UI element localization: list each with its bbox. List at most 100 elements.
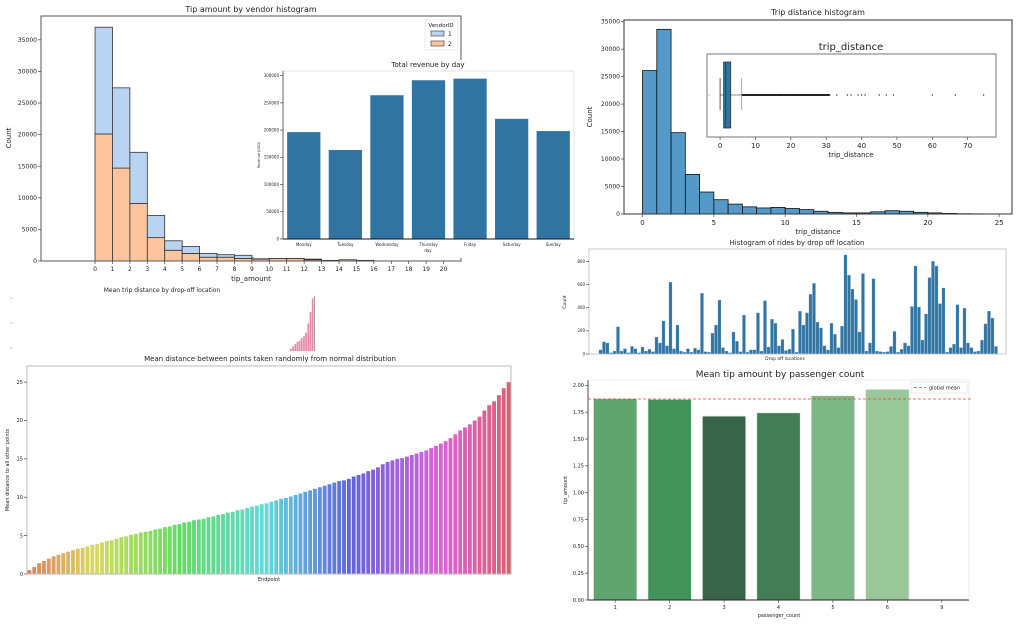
outlier-point [864, 94, 866, 96]
histogram-bar [868, 342, 872, 355]
histogram-bar-vendor-2 [112, 167, 131, 262]
bar [129, 534, 133, 574]
x-tick-label: 6 [198, 266, 202, 273]
outlier-point [954, 94, 957, 96]
outlier-point [811, 94, 813, 96]
x-tick-label: 12 [300, 266, 308, 273]
bar [148, 531, 153, 574]
histogram-bar [952, 344, 956, 355]
histogram-bar-vendor-1 [234, 254, 253, 259]
y-tick-label: 15000 [18, 163, 37, 170]
bar [492, 401, 496, 574]
histogram-bar [647, 349, 652, 355]
y-axis-label: Count [586, 106, 594, 127]
bar [419, 451, 424, 574]
x-tick-label: 20 [786, 142, 795, 150]
outlier-point [742, 94, 744, 96]
bar [477, 416, 482, 574]
x-tick-label: Wednesday [375, 242, 399, 247]
outlier-point [761, 94, 764, 96]
bar [114, 538, 119, 574]
x-tick-label: 10 [751, 142, 760, 150]
histogram-bar [892, 331, 897, 355]
chart-title: Mean tip amount by passenger count [696, 370, 865, 380]
bar [290, 348, 292, 351]
bar [327, 484, 332, 574]
dropoff-location-histogram: 0 200 400 600 800 Histogram of rides by drop … [562, 239, 1007, 362]
histogram-bar-vendor-2 [181, 253, 200, 262]
histogram-bar [847, 275, 851, 355]
histogram-bar [801, 324, 806, 355]
bar [211, 516, 216, 574]
histogram-bar [670, 132, 686, 215]
bar [124, 536, 129, 574]
x-tick-label: 17 [387, 266, 395, 273]
chart-title: Total revenue by day [390, 61, 464, 69]
legend-swatch [430, 40, 445, 47]
bar [322, 485, 327, 574]
bar [443, 441, 448, 574]
y-tick-label: 100000 [264, 182, 280, 187]
bar [303, 336, 305, 351]
histogram-bar [861, 273, 865, 355]
histogram-bar [661, 320, 666, 355]
histogram-bar-vendor-1 [94, 26, 113, 135]
x-axis-label: day [424, 248, 432, 253]
x-tick-label: 13 [318, 266, 326, 273]
histogram-bar [903, 342, 907, 355]
histogram-bar-vendor-2 [94, 133, 113, 262]
x-tick-label: 18 [405, 266, 413, 273]
bar-passenger-1 [593, 398, 638, 601]
outlier-point [783, 94, 785, 96]
x-tick-label: 15 [852, 219, 861, 227]
chart-title: Mean trip distance by drop-off location [104, 287, 221, 294]
bar [284, 498, 288, 574]
x-tick-label: 10 [781, 219, 790, 227]
histogram-bar [805, 312, 809, 355]
histogram-bar [899, 349, 904, 355]
x-tick-label: 2 [128, 266, 132, 273]
histogram-bar [920, 339, 925, 355]
histogram-bar [717, 300, 722, 355]
bar [104, 540, 109, 574]
outlier-point [885, 94, 888, 96]
bar [95, 544, 100, 574]
x-tick-label: 10 [265, 266, 273, 273]
bar [395, 458, 400, 574]
histogram-bar [948, 347, 953, 355]
histogram-bar [616, 326, 620, 355]
bar-passenger-2 [647, 398, 692, 601]
bar [42, 560, 46, 574]
x-axis-label: tip_amount [231, 275, 271, 283]
bar [429, 448, 434, 574]
bar [313, 488, 317, 574]
histogram-bar-vendor-1 [199, 253, 218, 258]
bar [269, 501, 274, 574]
bar [235, 510, 240, 574]
x-tick-label: 40 [857, 142, 866, 150]
bar [390, 460, 395, 574]
histogram-bar [675, 324, 680, 355]
bar [163, 527, 167, 574]
histogram-bar [836, 347, 841, 355]
bar-saturday [495, 118, 529, 239]
x-tick-label: 14 [335, 266, 343, 273]
histogram-bar [713, 199, 729, 215]
histogram-bar [850, 289, 855, 355]
box [723, 61, 732, 129]
x-tick-label: 0 [718, 142, 722, 150]
x-tick-label: 1 [111, 266, 115, 273]
trip-distance-boxplot: 0 10 20 30 40 50 60 70 trip_distance trip_distanc… [699, 36, 1001, 161]
bar [317, 487, 322, 574]
legend-label: 2 [448, 41, 452, 48]
histogram-bar [871, 278, 876, 355]
bar [307, 323, 310, 351]
bar [506, 382, 511, 574]
histogram-bar [976, 350, 981, 355]
outlier-point [836, 94, 838, 96]
y-tick-label: 1.75 [573, 410, 584, 416]
outlier-point [892, 94, 895, 96]
bar [167, 526, 172, 574]
bar [288, 496, 293, 574]
bar [361, 473, 366, 574]
